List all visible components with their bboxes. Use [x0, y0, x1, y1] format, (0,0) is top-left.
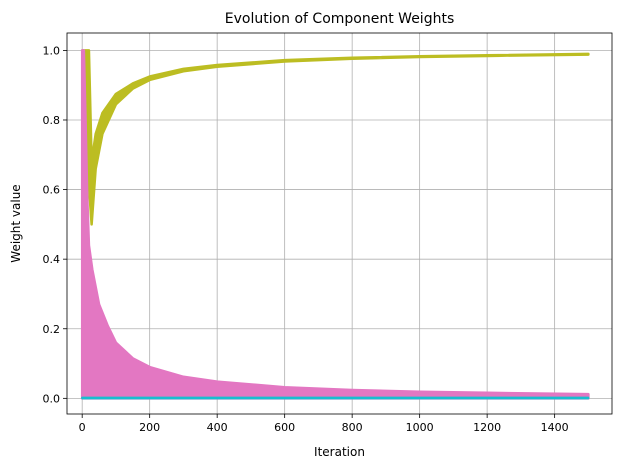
- x-tick-label: 800: [342, 421, 363, 434]
- x-tick-label: 1400: [541, 421, 569, 434]
- y-tick-label: 0.8: [43, 114, 61, 127]
- x-tick-label: 200: [139, 421, 160, 434]
- x-tick-label: 400: [207, 421, 228, 434]
- y-tick-label: 0.6: [43, 184, 61, 197]
- series-1-band: [80, 49, 590, 400]
- y-tick-label: 0.0: [43, 392, 61, 405]
- x-tick-label: 1200: [473, 421, 501, 434]
- series-0-band: [80, 49, 590, 226]
- plot-area-frame: [66, 32, 613, 415]
- series-2-band: [81, 396, 590, 400]
- x-tick-label: 0: [79, 421, 86, 434]
- x-axis-label: Iteration: [314, 445, 365, 459]
- chart-title: Evolution of Component Weights: [225, 11, 454, 27]
- x-axis-ticks: 0 200 400 600 800 1000 1200 1400: [79, 414, 569, 434]
- y-axis-label: Weight value: [9, 184, 23, 262]
- series-layer: [80, 49, 590, 400]
- y-tick-label: 0.2: [43, 323, 61, 336]
- y-tick-label: 0.4: [43, 253, 61, 266]
- x-tick-label: 600: [274, 421, 295, 434]
- grid: [67, 33, 612, 414]
- x-tick-label: 1000: [406, 421, 434, 434]
- y-tick-label: 1.0: [43, 44, 61, 57]
- y-axis-ticks: 0.0 0.2 0.4 0.6 0.8 1.0: [43, 44, 67, 405]
